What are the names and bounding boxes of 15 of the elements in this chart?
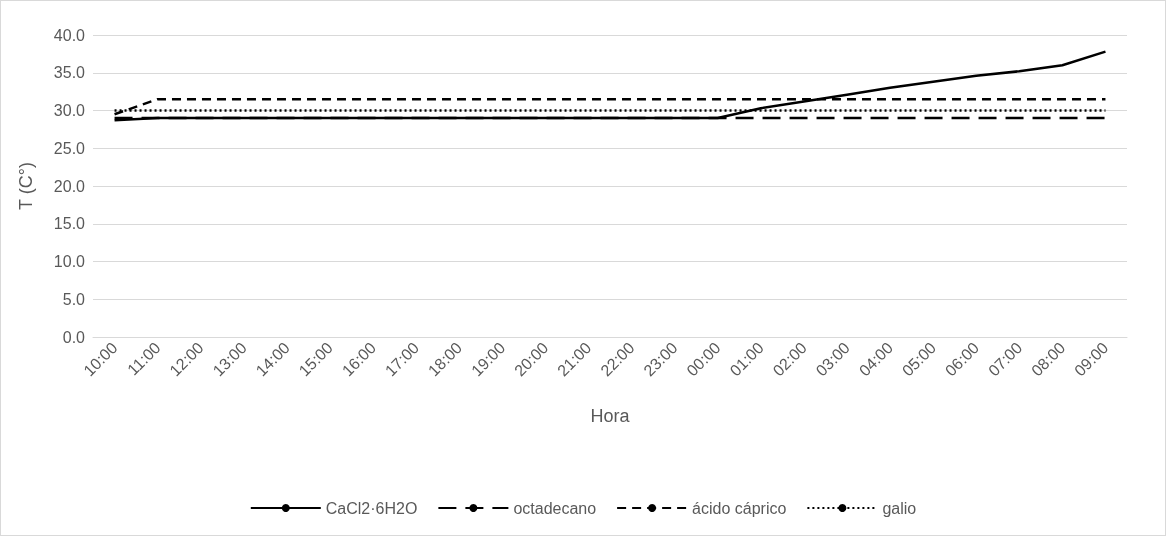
y-tick-label: 30.0: [53, 102, 86, 119]
y-tick-label: 20.0: [53, 177, 86, 195]
y-tick-label: 10.0: [53, 253, 86, 270]
legend-label: CaCl2·6H2O: [325, 499, 418, 517]
y-tick-label: 5.0: [62, 290, 86, 308]
y-tick-label: 35.0: [53, 64, 86, 82]
y-tick-label: 15.0: [53, 215, 86, 233]
x-axis-title: Hora: [590, 406, 631, 426]
legend-label: ácido cáprico: [692, 499, 787, 517]
y-tick-label: 40.0: [53, 26, 86, 44]
legend-label: galio: [882, 499, 917, 517]
y-axis-title: T (C°): [16, 162, 36, 210]
y-tick-label: 0.0: [62, 328, 86, 346]
legend-label: octadecano: [513, 499, 597, 517]
y-tick-label: 25.0: [53, 139, 86, 157]
